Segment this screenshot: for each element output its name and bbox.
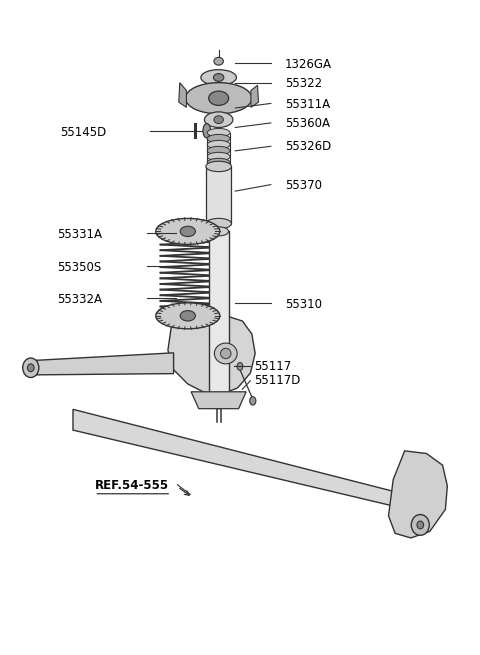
Ellipse shape (207, 159, 230, 167)
Ellipse shape (214, 116, 223, 124)
Polygon shape (191, 392, 246, 409)
Bar (206, 166, 231, 223)
Ellipse shape (215, 343, 237, 364)
Ellipse shape (214, 73, 224, 81)
Text: 55117D: 55117D (254, 374, 300, 387)
Polygon shape (73, 409, 416, 512)
Ellipse shape (207, 146, 230, 155)
Ellipse shape (207, 140, 230, 149)
Ellipse shape (156, 218, 220, 244)
Text: 55360A: 55360A (285, 117, 330, 130)
Ellipse shape (417, 521, 424, 529)
Text: 55117: 55117 (254, 360, 291, 373)
Text: 1326GA: 1326GA (285, 58, 332, 71)
Ellipse shape (23, 358, 39, 377)
Ellipse shape (207, 128, 230, 137)
Ellipse shape (214, 58, 223, 65)
Ellipse shape (180, 226, 195, 236)
Polygon shape (388, 451, 447, 538)
Text: 55145D: 55145D (60, 126, 106, 139)
Polygon shape (168, 314, 255, 394)
Text: 55331A: 55331A (57, 228, 102, 241)
Text: REF.54-555: REF.54-555 (96, 479, 169, 492)
Polygon shape (251, 85, 259, 107)
Ellipse shape (250, 397, 256, 405)
Text: 55326D: 55326D (285, 140, 331, 153)
Polygon shape (30, 353, 174, 375)
Ellipse shape (27, 364, 34, 371)
Ellipse shape (156, 303, 220, 329)
Ellipse shape (209, 227, 228, 236)
Ellipse shape (207, 153, 230, 160)
Text: 55322: 55322 (285, 77, 322, 90)
Ellipse shape (180, 310, 195, 321)
Polygon shape (179, 83, 186, 107)
Text: 55310: 55310 (285, 298, 322, 311)
Ellipse shape (203, 124, 211, 138)
Ellipse shape (185, 83, 252, 114)
Ellipse shape (204, 112, 233, 128)
Ellipse shape (237, 363, 243, 370)
Ellipse shape (209, 400, 228, 409)
Text: 55311A: 55311A (285, 98, 330, 111)
Ellipse shape (411, 515, 429, 535)
Ellipse shape (206, 218, 231, 229)
Bar (209, 231, 228, 404)
Text: 55370: 55370 (285, 179, 322, 193)
Ellipse shape (207, 134, 230, 143)
Ellipse shape (209, 91, 228, 105)
Ellipse shape (220, 348, 231, 359)
Text: 55332A: 55332A (57, 293, 102, 306)
Ellipse shape (206, 161, 231, 172)
Text: 55350S: 55350S (57, 261, 102, 274)
Ellipse shape (201, 69, 237, 85)
